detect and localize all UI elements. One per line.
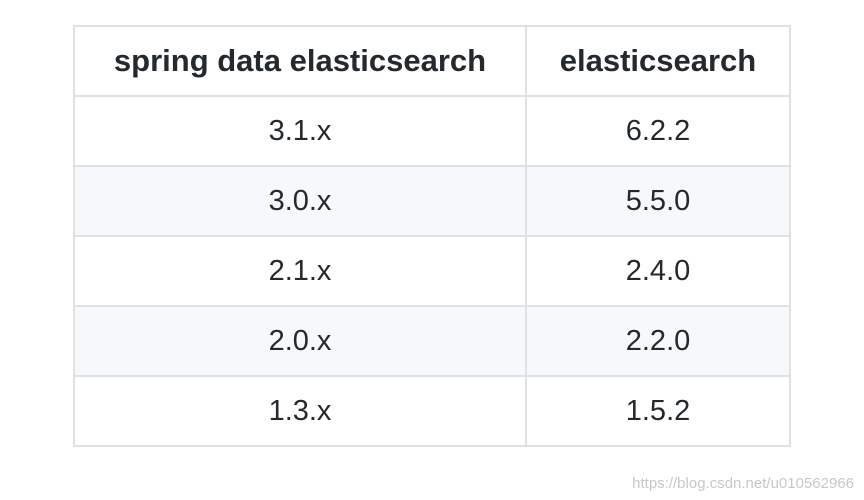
table-row: 1.3.x 1.5.2 bbox=[73, 375, 791, 447]
header-row: spring data elasticsearch elasticsearch bbox=[73, 25, 791, 97]
header-cell: spring data elasticsearch bbox=[73, 25, 527, 97]
table-cell: 1.5.2 bbox=[525, 375, 791, 447]
table-cell: 3.0.x bbox=[73, 165, 527, 237]
table-header: spring data elasticsearch elasticsearch bbox=[73, 25, 791, 97]
table-cell: 6.2.2 bbox=[525, 95, 791, 167]
table-cell: 2.1.x bbox=[73, 235, 527, 307]
table-row: 3.1.x 6.2.2 bbox=[73, 95, 791, 167]
table-cell: 3.1.x bbox=[73, 95, 527, 167]
header-cell: elasticsearch bbox=[525, 25, 791, 97]
table-body: 3.1.x 6.2.2 3.0.x 5.5.0 2.1.x 2.4.0 2.0.x 2.2.0… bbox=[73, 95, 791, 447]
table-row: 2.0.x 2.2.0 bbox=[73, 305, 791, 377]
watermark: https://blog.csdn.net/u010562966 bbox=[632, 475, 854, 492]
version-table: spring data elasticsearch elasticsearch 3… bbox=[73, 25, 791, 447]
table-cell: 1.3.x bbox=[73, 375, 527, 447]
table-row: 2.1.x 2.4.0 bbox=[73, 235, 791, 307]
table-cell: 2.0.x bbox=[73, 305, 527, 377]
table-cell: 5.5.0 bbox=[525, 165, 791, 237]
table-cell: 2.2.0 bbox=[525, 305, 791, 377]
table-cell: 2.4.0 bbox=[525, 235, 791, 307]
table-row: 3.0.x 5.5.0 bbox=[73, 165, 791, 237]
